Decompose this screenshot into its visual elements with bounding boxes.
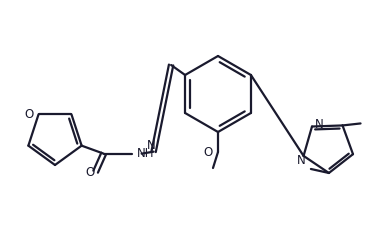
- Text: O: O: [24, 108, 33, 121]
- Text: O: O: [204, 145, 213, 159]
- Text: O: O: [85, 166, 94, 179]
- Text: NH: NH: [137, 147, 154, 160]
- Text: N: N: [297, 154, 306, 167]
- Text: N: N: [147, 139, 156, 152]
- Text: N: N: [315, 118, 323, 131]
